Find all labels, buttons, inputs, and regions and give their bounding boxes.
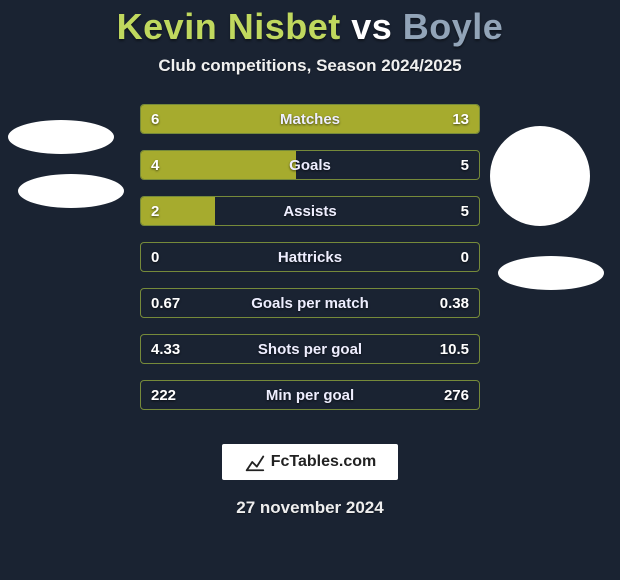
stat-value-right: 0.38 [430, 289, 479, 317]
player-badge [8, 120, 114, 154]
date-text: 27 november 2024 [0, 498, 620, 518]
stat-value-right: 5 [451, 151, 479, 179]
stat-value-left: 2 [141, 197, 169, 225]
stat-value-right: 13 [442, 105, 479, 133]
stat-label: Hattricks [141, 243, 479, 271]
player-badge [18, 174, 124, 208]
stat-value-right: 276 [434, 381, 479, 409]
stat-row: 0 0Hattricks [140, 242, 480, 272]
player2-name: Boyle [403, 6, 504, 47]
stat-row: 613Matches [140, 104, 480, 134]
stat-row: 0.67 0.38Goals per match [140, 288, 480, 318]
stat-value-right: 0 [451, 243, 479, 271]
comparison-title: Kevin Nisbet vs Boyle [0, 0, 620, 48]
stat-row: 25Assists [140, 196, 480, 226]
stat-value-left: 4.33 [141, 335, 190, 363]
player1-name: Kevin Nisbet [117, 6, 341, 47]
stat-value-right: 5 [451, 197, 479, 225]
player-badge [490, 126, 590, 226]
stat-value-left: 222 [141, 381, 186, 409]
stat-label: Min per goal [141, 381, 479, 409]
brand-badge: FcTables.com [222, 444, 398, 480]
brand-text: FcTables.com [271, 453, 377, 471]
player-badge [498, 256, 604, 290]
stat-value-right: 10.5 [430, 335, 479, 363]
subtitle: Club competitions, Season 2024/2025 [0, 56, 620, 76]
chart-icon [244, 451, 266, 473]
stat-value-left: 4 [141, 151, 169, 179]
stat-value-left: 0.67 [141, 289, 190, 317]
vs-text: vs [351, 6, 392, 47]
stat-bars: 613Matches45Goals25Assists00Hattricks0.6… [140, 104, 480, 410]
stat-value-left: 0 [141, 243, 169, 271]
stat-label: Shots per goal [141, 335, 479, 363]
stat-row: 222 276Min per goal [140, 380, 480, 410]
stat-row: 45Goals [140, 150, 480, 180]
stat-value-left: 6 [141, 105, 169, 133]
stat-label: Goals per match [141, 289, 479, 317]
stat-row: 4.33 10.5Shots per goal [140, 334, 480, 364]
